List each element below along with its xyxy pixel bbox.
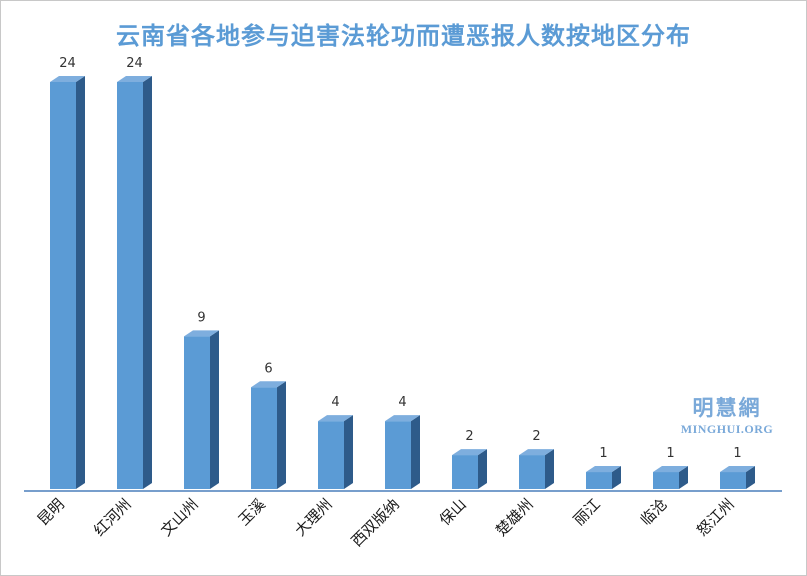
bar	[385, 421, 411, 489]
bar-side	[277, 381, 286, 489]
bar	[50, 82, 76, 489]
bar	[251, 387, 277, 489]
watermark-name: 明慧網	[692, 395, 762, 420]
data-label: 1	[666, 446, 674, 461]
category-label: 保山	[436, 495, 470, 529]
category-label: 昆明	[34, 495, 68, 529]
data-label: 4	[331, 395, 339, 410]
data-label: 1	[599, 446, 607, 461]
category-label: 红河州	[90, 495, 135, 540]
data-label: 2	[465, 429, 473, 444]
bar-top	[117, 76, 152, 82]
category-label: 楚雄州	[492, 495, 537, 540]
category-label: 丽江	[570, 495, 604, 529]
bar-side	[344, 415, 353, 489]
data-label: 24	[59, 56, 76, 71]
bar-side	[478, 449, 487, 489]
data-label: 1	[733, 446, 741, 461]
category-label: 大理州	[291, 495, 336, 540]
watermark-domain: MINGHUI.ORG	[680, 422, 774, 436]
data-label: 9	[197, 310, 205, 325]
bar-top	[184, 330, 219, 337]
bar-top	[653, 466, 688, 473]
bar	[117, 82, 143, 489]
data-label: 4	[398, 395, 406, 410]
bar-side	[76, 76, 85, 489]
bar-top	[318, 415, 353, 422]
category-label: 临沧	[637, 495, 671, 529]
category-label: 怒江州	[693, 495, 738, 540]
category-label: 文山州	[157, 495, 202, 540]
bar-top	[385, 415, 420, 422]
bar-side	[545, 449, 554, 489]
bar-top	[586, 466, 621, 473]
bar	[184, 336, 210, 489]
bar-top	[519, 449, 554, 456]
bar-side	[411, 415, 420, 489]
bar-top	[251, 381, 286, 388]
bar	[653, 472, 679, 489]
bar-top	[452, 449, 487, 456]
bar	[318, 421, 344, 489]
bar	[452, 455, 478, 489]
bar-side	[679, 466, 688, 489]
category-label: 玉溪	[235, 495, 269, 529]
minghui-watermark: 明慧網 MINGHUI.ORG	[672, 392, 782, 437]
bar-side	[612, 466, 621, 489]
category-label: 西双版纳	[348, 495, 403, 550]
bar-side	[746, 466, 755, 489]
bar-side	[210, 330, 219, 489]
bar	[586, 472, 612, 489]
bar-top	[720, 466, 755, 473]
data-label: 2	[532, 429, 540, 444]
bar-side	[143, 76, 152, 489]
bar-top	[50, 76, 85, 82]
data-label: 24	[126, 56, 143, 71]
bar	[720, 472, 746, 489]
bar	[519, 455, 545, 489]
chart-title: 云南省各地参与迫害法轮功而遭恶报人数按地区分布	[116, 22, 691, 50]
data-label: 6	[264, 361, 272, 376]
